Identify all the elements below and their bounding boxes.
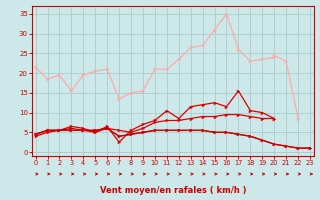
- X-axis label: Vent moyen/en rafales ( km/h ): Vent moyen/en rafales ( km/h ): [100, 186, 246, 195]
